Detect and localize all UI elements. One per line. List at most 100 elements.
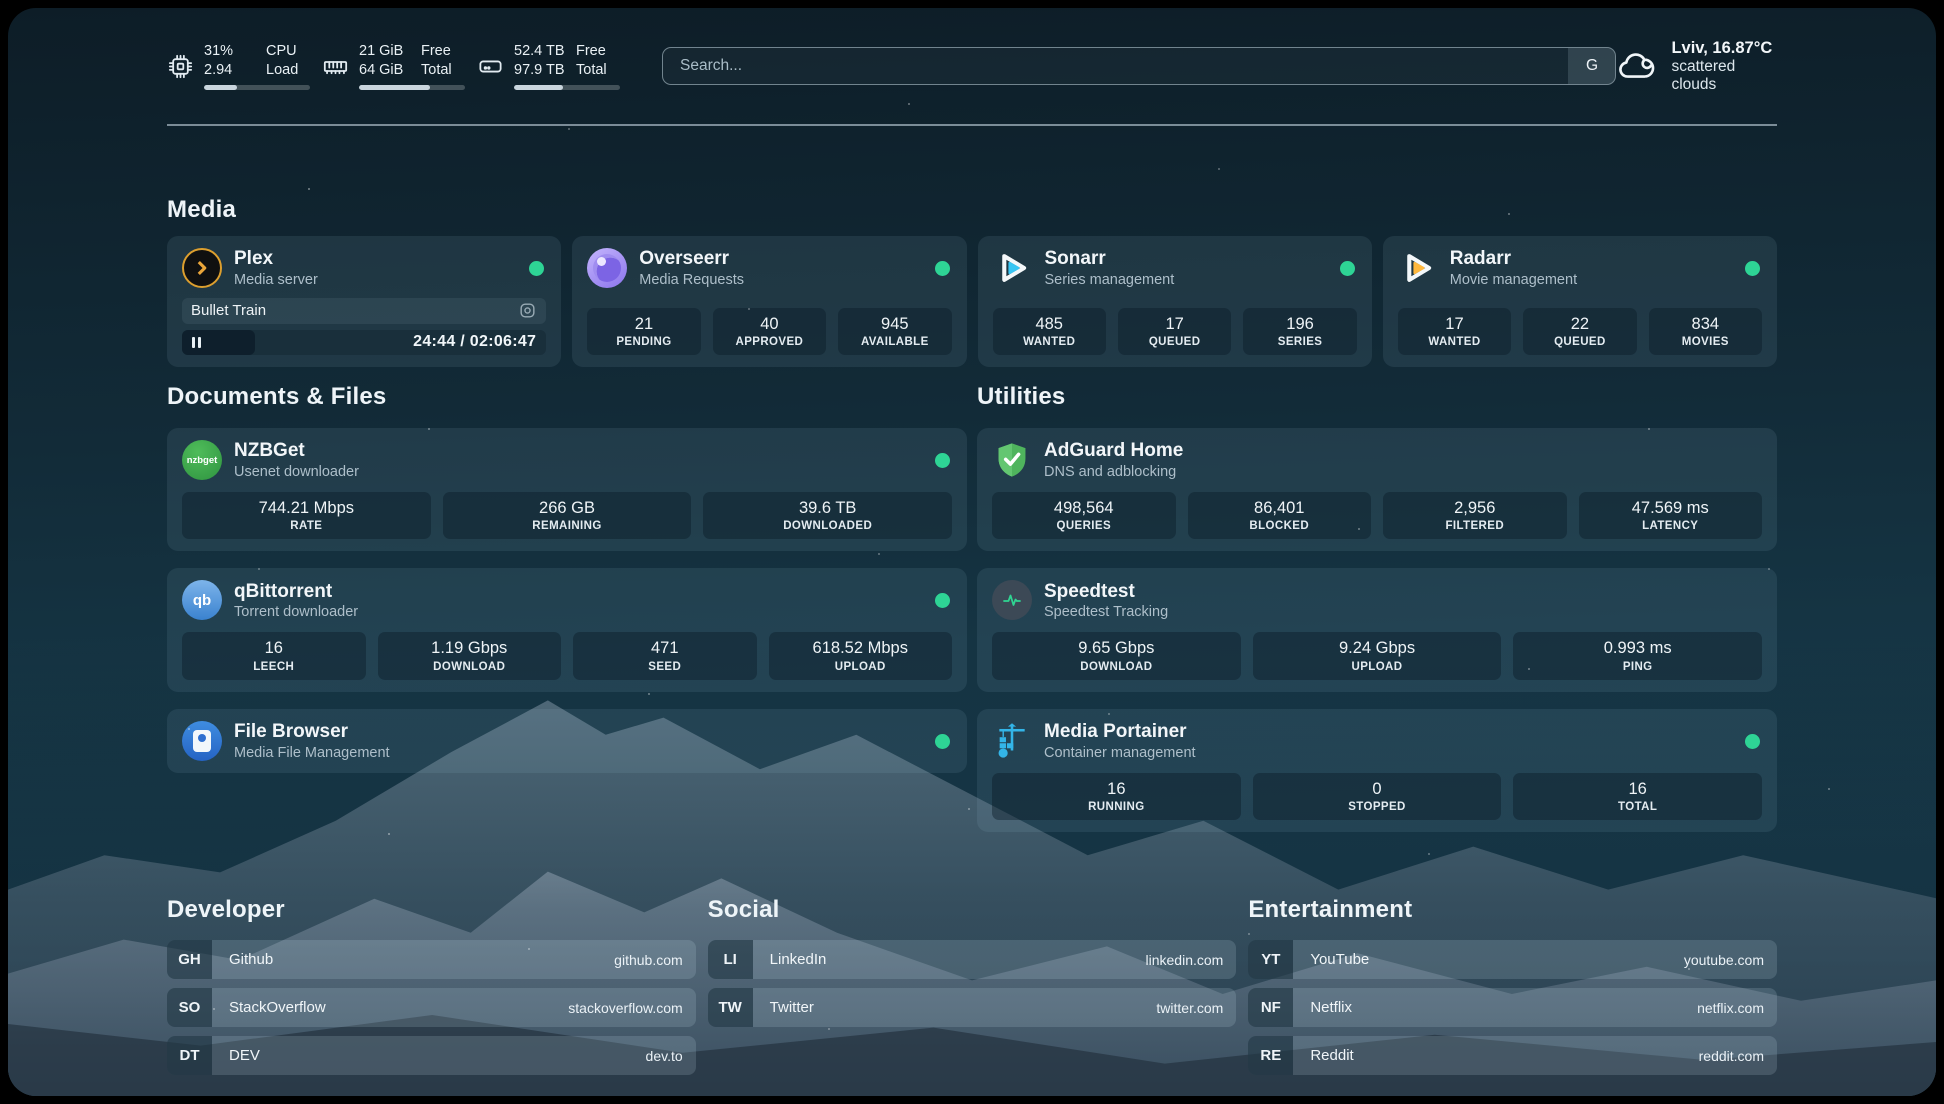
radarr-icon <box>1398 248 1438 288</box>
service-subtitle: Media Requests <box>639 271 745 288</box>
stat-tile: 16 LEECH <box>182 632 366 680</box>
stat-tile: 39.6 TB DOWNLOADED <box>703 492 953 540</box>
link-netflix[interactable]: NF Netflix netflix.com <box>1248 988 1777 1028</box>
service-name: Plex <box>234 248 274 270</box>
card-filebrowser[interactable]: File Browser Media File Management <box>167 708 967 773</box>
cpu-progress-bar <box>204 84 310 90</box>
link-youtube[interactable]: YT YouTube youtube.com <box>1248 940 1777 980</box>
weather-location-temp: Lviv, 16.87°C <box>1671 38 1773 57</box>
stat-tile: 40 APPROVED <box>712 307 827 355</box>
status-online-dot <box>529 261 545 276</box>
link-twitter[interactable]: TW Twitter twitter.com <box>707 988 1237 1028</box>
link-abbr-badge: GH <box>167 940 212 980</box>
stat-tile: 22 QUEUED <box>1523 307 1637 355</box>
service-name: Sonarr <box>1044 248 1106 270</box>
disk-stats: 52.4 TB Free 97.9 TB Total <box>514 42 622 90</box>
memory-icon <box>323 60 348 74</box>
stat-tile: 1.19 Gbps DOWNLOAD <box>377 632 561 680</box>
service-subtitle: Movie management <box>1449 271 1578 288</box>
service-subtitle: DNS and adblocking <box>1044 463 1177 480</box>
cpu-usage-value: 31% <box>204 43 234 60</box>
now-playing-row: Bullet Train <box>182 298 547 324</box>
dashboard-content: 31% CPU 2.94 Load 21 GiB Free 64 <box>167 8 1777 1084</box>
speedtest-icon <box>992 580 1032 621</box>
disk-widget: 52.4 TB Free 97.9 TB Total <box>477 42 622 90</box>
entertainment-section-title: Entertainment <box>1248 896 1413 924</box>
documents-section-title: Documents & Files <box>167 383 387 410</box>
disk-icon <box>479 60 502 72</box>
stat-tile: 0.993 ms PING <box>1513 632 1763 680</box>
section-documents-files: Documents & Files nzbget NZBGet Usenet d… <box>167 383 967 773</box>
card-adguard[interactable]: AdGuard Home DNS and adblocking 498,564 Q… <box>977 428 1777 552</box>
dashboard-screen: 31% CPU 2.94 Load 21 GiB Free 64 <box>8 8 1936 1096</box>
service-subtitle: Torrent downloader <box>234 604 359 621</box>
stat-tile: 47.569 ms LATENCY <box>1578 492 1762 540</box>
link-stackoverflow[interactable]: SO StackOverflow stackoverflow.com <box>167 988 696 1028</box>
media-grid: Plex Media server Bullet Train 24:44 / 0 <box>167 236 1777 367</box>
memory-widget: 21 GiB Free 64 GiB Total <box>322 42 467 90</box>
disk-total-label: Total <box>576 62 607 78</box>
link-abbr-badge: TW <box>707 988 753 1028</box>
card-nzbget[interactable]: nzbget NZBGet Usenet downloader 744.21 M… <box>167 428 967 552</box>
search-bar: G <box>662 47 1617 85</box>
link-linkedin[interactable]: LI LinkedIn linkedin.com <box>707 940 1237 980</box>
filebrowser-icon <box>182 720 222 761</box>
service-name: Radarr <box>1449 248 1511 270</box>
link-abbr-badge: YT <box>1248 940 1294 980</box>
memory-progress-fill <box>359 84 431 90</box>
memory-total-value: 64 GiB <box>359 62 404 78</box>
section-developer-links: Developer GH Github github.com SO StackO… <box>167 896 696 1084</box>
media-section-title: Media <box>167 196 237 223</box>
memory-progress-bar <box>359 84 465 90</box>
pause-icon <box>192 336 201 348</box>
stat-tile: 485 WANTED <box>992 307 1106 355</box>
search-input[interactable] <box>663 48 1569 84</box>
status-online-dot <box>935 733 950 749</box>
disk-free-label: Free <box>576 43 606 60</box>
playback-progress-row: 24:44 / 02:06:47 <box>182 329 547 355</box>
section-media: Media Plex Media server Bullet T <box>167 196 1777 367</box>
card-portainer[interactable]: Media Portainer Container management 16 R… <box>977 708 1777 833</box>
disk-progress-fill <box>514 84 563 90</box>
link-abbr-badge: LI <box>707 940 753 980</box>
section-entertainment-links: Entertainment YT YouTube youtube.com NF … <box>1248 896 1777 1084</box>
nzbget-icon: nzbget <box>182 440 222 480</box>
card-sonarr[interactable]: Sonarr Series management 485 WANTED 17 QUE… <box>977 236 1372 367</box>
cpu-widget: 31% CPU 2.94 Load <box>167 42 312 90</box>
cpu-progress-fill <box>204 84 237 90</box>
link-reddit[interactable]: RE Reddit reddit.com <box>1248 1036 1777 1076</box>
stat-tile: 17 QUEUED <box>1117 307 1232 355</box>
card-qbittorrent[interactable]: qb qBittorrent Torrent downloader 16 LEEC… <box>167 568 967 692</box>
card-overseerr[interactable]: Overseerr Media Requests 21 PENDING 40 APP… <box>572 236 967 367</box>
link-dev[interactable]: DT DEV dev.to <box>167 1036 696 1076</box>
cpu-icon <box>168 54 193 78</box>
stat-tile: 21 PENDING <box>587 307 701 355</box>
playback-time: 24:44 / 02:06:47 <box>413 333 537 351</box>
link-abbr-badge: SO <box>167 988 212 1028</box>
link-abbr-badge: RE <box>1248 1036 1294 1076</box>
status-online-dot <box>934 261 950 276</box>
service-name: NZBGet <box>234 440 305 462</box>
search-provider-button[interactable]: G <box>1568 48 1616 84</box>
link-abbr-badge: NF <box>1248 988 1294 1028</box>
service-name: Speedtest <box>1044 580 1135 602</box>
portainer-icon <box>992 721 1032 761</box>
card-radarr[interactable]: Radarr Movie management 17 WANTED 22 QUEUE… <box>1382 236 1777 367</box>
service-name: Media Portainer <box>1044 720 1187 742</box>
qbittorrent-icon: qb <box>182 580 222 621</box>
card-speedtest[interactable]: Speedtest Speedtest Tracking 9.65 Gbps DO… <box>977 568 1777 692</box>
stat-tile: 945 AVAILABLE <box>838 307 952 355</box>
card-plex[interactable]: Plex Media server Bullet Train 24:44 / 0 <box>167 236 562 367</box>
service-name: AdGuard Home <box>1044 440 1184 462</box>
service-name: File Browser <box>234 720 349 742</box>
stat-tile: 2,956 FILTERED <box>1383 492 1567 540</box>
media-type-icon <box>520 303 535 318</box>
stat-tile: 9.65 Gbps DOWNLOAD <box>992 632 1241 680</box>
utilities-section-title: Utilities <box>977 383 1066 410</box>
service-subtitle: Series management <box>1044 271 1175 288</box>
playback-progress-fill <box>182 329 255 355</box>
status-online-dot <box>1745 733 1760 749</box>
developer-section-title: Developer <box>167 896 285 924</box>
link-github[interactable]: GH Github github.com <box>167 940 696 980</box>
stat-tile: 86,401 BLOCKED <box>1187 492 1371 540</box>
